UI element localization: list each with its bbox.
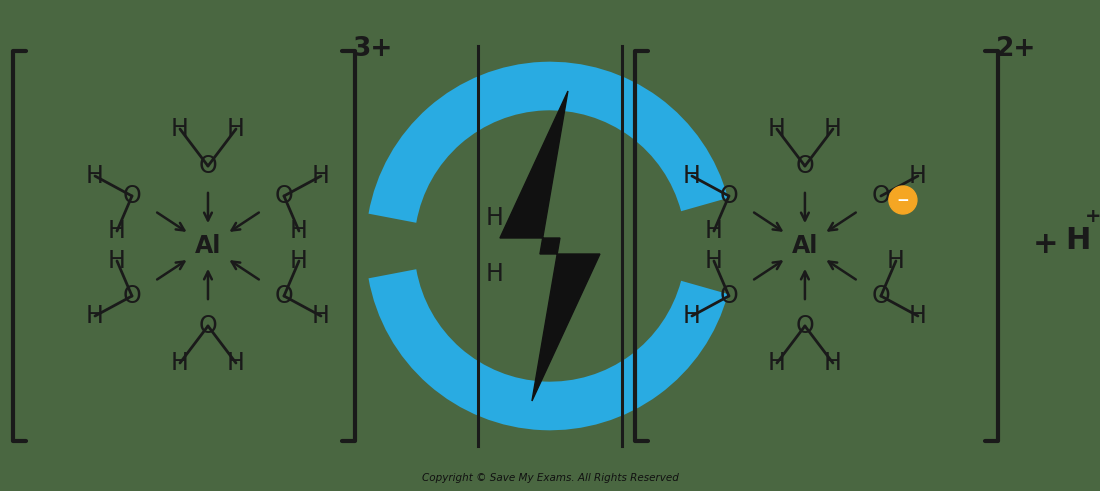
Text: H: H bbox=[824, 117, 842, 141]
Text: H: H bbox=[108, 249, 125, 273]
Text: H: H bbox=[108, 219, 125, 243]
Text: H: H bbox=[86, 164, 103, 188]
Text: O: O bbox=[719, 184, 738, 208]
Text: O: O bbox=[122, 284, 142, 308]
Text: H: H bbox=[290, 249, 308, 273]
Text: H: H bbox=[312, 164, 330, 188]
Text: H: H bbox=[170, 117, 189, 141]
Text: O: O bbox=[199, 314, 218, 338]
Text: Al: Al bbox=[792, 234, 818, 258]
Text: O: O bbox=[275, 284, 294, 308]
Text: 2+: 2+ bbox=[996, 36, 1036, 62]
Text: O: O bbox=[719, 284, 738, 308]
Text: H: H bbox=[768, 351, 785, 375]
Text: H: H bbox=[824, 351, 842, 375]
Text: H: H bbox=[486, 206, 504, 230]
Text: O: O bbox=[871, 184, 890, 208]
Text: O: O bbox=[122, 184, 142, 208]
Text: O: O bbox=[275, 184, 294, 208]
Circle shape bbox=[889, 186, 917, 214]
Text: H: H bbox=[227, 117, 245, 141]
Polygon shape bbox=[499, 91, 600, 401]
Text: H: H bbox=[909, 164, 927, 188]
Text: H: H bbox=[290, 219, 308, 243]
Text: +: + bbox=[1085, 207, 1100, 225]
Text: O: O bbox=[871, 284, 890, 308]
Text: H: H bbox=[683, 164, 701, 188]
Text: H: H bbox=[909, 304, 927, 328]
Text: H: H bbox=[170, 351, 189, 375]
Text: −: − bbox=[896, 192, 910, 208]
Text: H: H bbox=[705, 249, 723, 273]
Text: H: H bbox=[1065, 225, 1090, 254]
Text: H: H bbox=[486, 262, 504, 286]
Text: Copyright © Save My Exams. All Rights Reserved: Copyright © Save My Exams. All Rights Re… bbox=[421, 473, 679, 483]
Text: H: H bbox=[86, 304, 103, 328]
Text: H: H bbox=[887, 249, 905, 273]
Text: H: H bbox=[768, 117, 785, 141]
Text: H: H bbox=[683, 304, 701, 328]
Text: H: H bbox=[312, 304, 330, 328]
Text: Al: Al bbox=[195, 234, 221, 258]
Text: H: H bbox=[705, 219, 723, 243]
Text: O: O bbox=[795, 154, 814, 178]
Text: O: O bbox=[199, 154, 218, 178]
Text: 3+: 3+ bbox=[352, 36, 393, 62]
Text: H: H bbox=[227, 351, 245, 375]
Text: +: + bbox=[1033, 229, 1058, 258]
Text: O: O bbox=[795, 314, 814, 338]
